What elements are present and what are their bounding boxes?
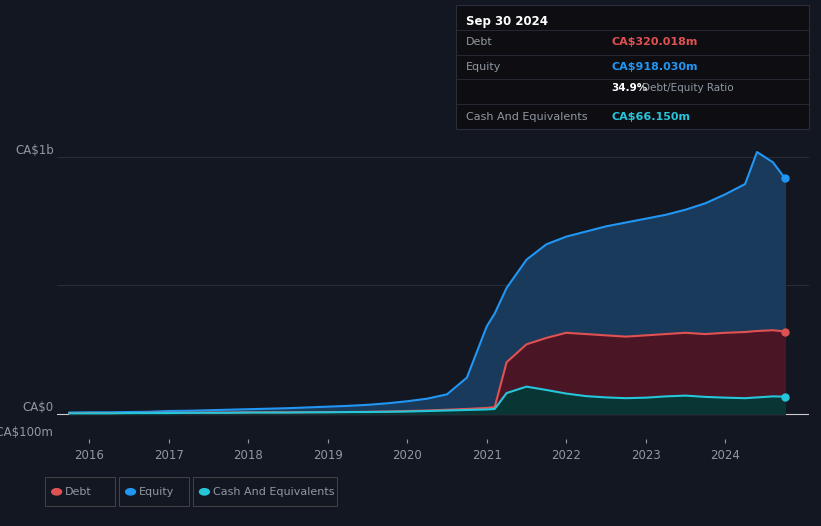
Text: Equity: Equity xyxy=(466,62,501,72)
Text: Cash And Equivalents: Cash And Equivalents xyxy=(466,112,587,122)
Text: Debt: Debt xyxy=(65,487,92,497)
Text: 34.9%: 34.9% xyxy=(612,83,648,93)
Text: CA$0: CA$0 xyxy=(23,401,53,413)
Text: Equity: Equity xyxy=(139,487,174,497)
Text: Cash And Equivalents: Cash And Equivalents xyxy=(213,487,334,497)
Text: CA$918.030m: CA$918.030m xyxy=(612,62,698,72)
Text: Debt/Equity Ratio: Debt/Equity Ratio xyxy=(642,83,734,93)
Text: CA$320.018m: CA$320.018m xyxy=(612,37,698,47)
Text: -CA$100m: -CA$100m xyxy=(0,426,53,439)
Text: CA$66.150m: CA$66.150m xyxy=(612,112,690,122)
Text: CA$1b: CA$1b xyxy=(15,144,53,157)
Text: Sep 30 2024: Sep 30 2024 xyxy=(466,15,548,28)
Text: Debt: Debt xyxy=(466,37,493,47)
